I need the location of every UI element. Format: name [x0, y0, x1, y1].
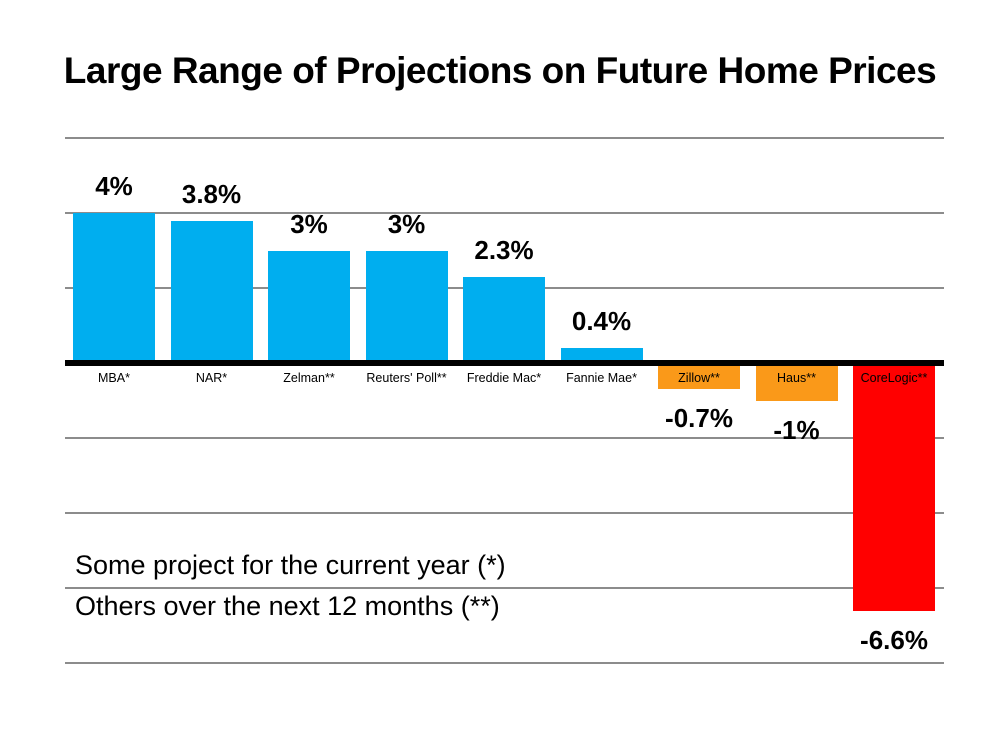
gridline-4pct [65, 212, 944, 214]
x-axis-line [65, 360, 944, 366]
gridline--6pct [65, 587, 944, 589]
bar-zelman [268, 250, 350, 363]
bar-freddie-mac [463, 276, 545, 363]
gridline-6pct [65, 137, 944, 139]
gridline--8pct [65, 662, 944, 664]
value-label-haus: -1% [773, 414, 820, 445]
bar-fannie-mae [560, 348, 643, 363]
category-label-nar: NAR* [195, 371, 228, 385]
value-label-fannie-mae: 0.4% [571, 306, 632, 336]
chart-title: Large Range of Projections on Future Hom… [63, 50, 937, 91]
value-label-nar: 3.8% [181, 178, 242, 209]
category-label-zelman: Zelman** [283, 371, 335, 385]
gridline--2pct [65, 437, 944, 439]
bar-corelogic [853, 363, 935, 611]
bar-reuters-poll [365, 250, 448, 363]
category-label-zillow: Zillow** [678, 371, 720, 385]
category-label-reuters-poll: Reuters' Poll** [366, 371, 447, 385]
footnote-line-1: Some project for the current year (*) [75, 550, 506, 580]
category-label-mba: MBA* [98, 371, 130, 385]
gridline--4pct [65, 512, 944, 514]
bar-mba [73, 213, 155, 363]
category-label-freddie-mac: Freddie Mac* [466, 371, 542, 385]
value-label-mba: 4% [95, 171, 133, 201]
value-label-zillow: -0.7% [665, 403, 733, 434]
bar-nar [170, 220, 253, 363]
category-label-corelogic: CoreLogic** [860, 371, 928, 385]
value-label-corelogic: -6.6% [860, 624, 928, 655]
value-label-zelman: 3% [290, 208, 328, 239]
bar-zillow [658, 363, 740, 390]
bar-haus [755, 363, 838, 401]
category-label-fannie-mae: Fannie Mae* [566, 371, 637, 385]
category-label-haus: Haus** [777, 371, 816, 385]
footnote-line-2: Others over the next 12 months (**) [75, 591, 500, 621]
value-label-reuters-poll: 3% [387, 208, 426, 239]
value-label-freddie-mac: 2.3% [474, 234, 534, 265]
